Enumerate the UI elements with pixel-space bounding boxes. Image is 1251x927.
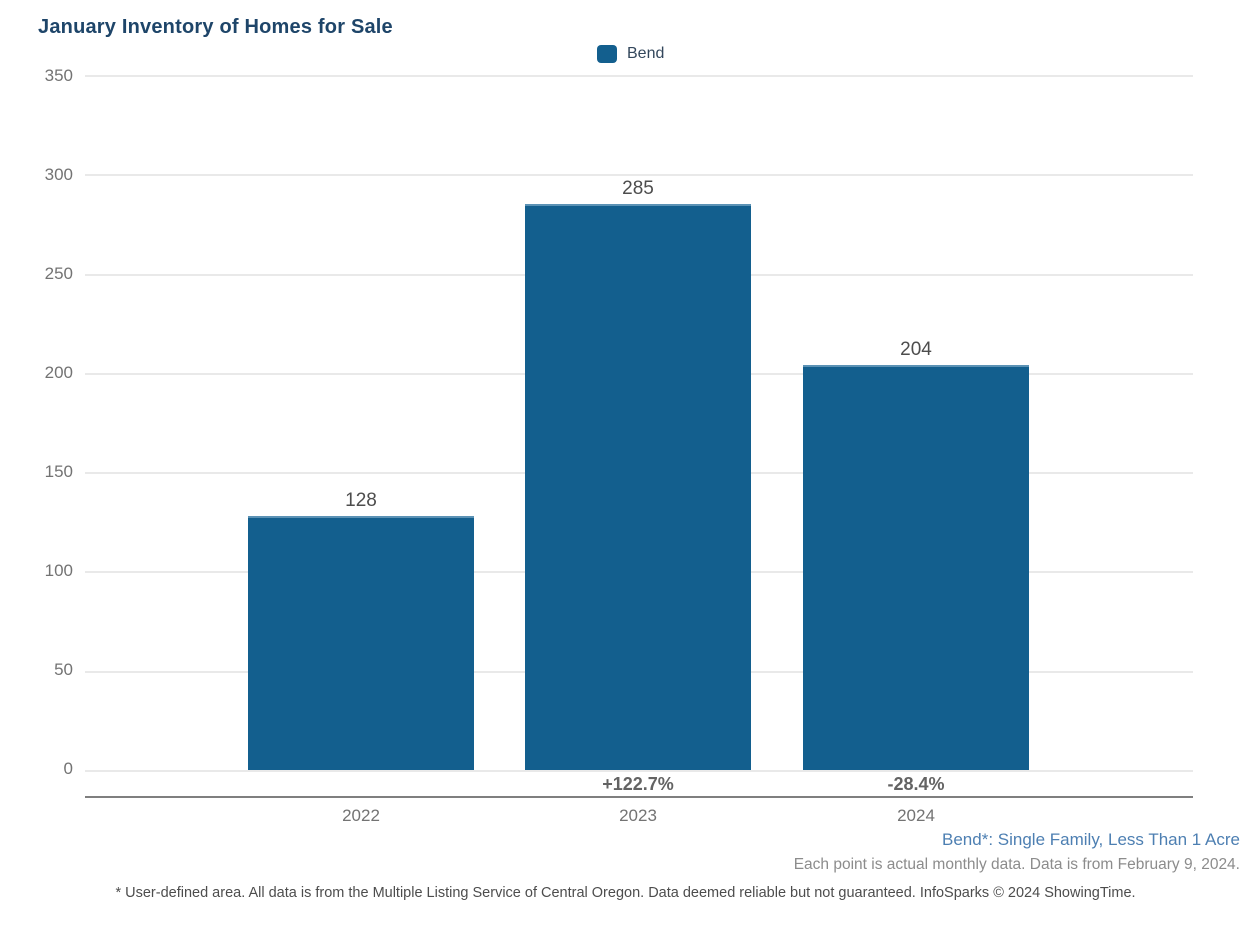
x-axis-tick-2022: 2022 <box>342 806 380 825</box>
bar-2022[interactable]: 128 <box>248 490 474 770</box>
y-axis-tick-300: 300 <box>44 165 73 184</box>
x-axis-tick-2023: 2023 <box>619 806 657 825</box>
x-axis-line <box>85 796 1193 798</box>
legend-swatch-icon <box>597 45 617 63</box>
y-axis-tick-200: 200 <box>44 363 73 382</box>
y-axis-tick-250: 250 <box>44 264 73 283</box>
y-axis-tick-0: 0 <box>63 759 73 778</box>
bar-value-label-2023: 285 <box>622 178 654 200</box>
series-definition-note: Bend*: Single Family, Less Than 1 Acre <box>942 830 1240 849</box>
pct-change-label-2024: -28.4% <box>887 774 945 794</box>
pct-change-label-2023: +122.7% <box>602 774 674 794</box>
gridline-0 <box>85 770 1193 772</box>
bar-2024[interactable]: 204 <box>803 339 1029 770</box>
gridline-350 <box>85 75 1193 77</box>
page-title: January Inventory of Homes for Sale <box>38 16 393 38</box>
bar-2023[interactable]: 285 <box>525 178 751 770</box>
legend-label: Bend <box>627 45 665 62</box>
gridline-300 <box>85 174 1193 177</box>
y-axis-tick-150: 150 <box>44 462 73 481</box>
bar-value-label-2022: 128 <box>345 489 377 511</box>
x-axis-tick-2024: 2024 <box>897 806 935 825</box>
disclaimer-footnote: * User-defined area. All data is from th… <box>115 885 1136 901</box>
plot-area: 128 285 204 <box>85 75 1193 772</box>
y-axis-tick-100: 100 <box>44 561 73 580</box>
y-axis-tick-350: 350 <box>44 66 73 85</box>
bar-value-label-2024: 204 <box>900 338 932 360</box>
data-source-note: Each point is actual monthly data. Data … <box>793 856 1240 873</box>
y-axis-tick-50: 50 <box>54 660 73 679</box>
legend-item-bend[interactable]: Bend <box>597 45 664 63</box>
